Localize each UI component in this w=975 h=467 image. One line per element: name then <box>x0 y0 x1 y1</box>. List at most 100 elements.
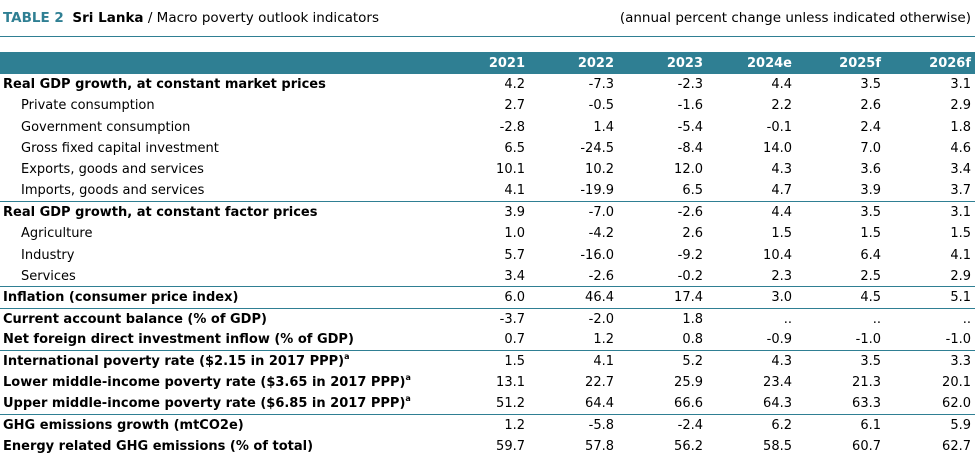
value-cell: 3.9 <box>404 201 529 224</box>
header-year: 2021 <box>488 55 525 71</box>
value-cell: -1.0 <box>945 332 971 348</box>
value-cell: -2.3 <box>677 77 703 93</box>
value-cell: 51.2 <box>496 396 525 412</box>
value-cell: 3.5 <box>860 77 881 93</box>
value-cell: -2.4 <box>618 414 707 437</box>
value-cell: .. <box>707 307 796 330</box>
table-row: Imports, goods and services 4.1 -19.9 6.… <box>0 180 975 201</box>
value-cell: 6.2 <box>707 414 796 437</box>
value-cell: -3.7 <box>404 307 529 330</box>
table-number: TABLE 2 <box>3 10 64 26</box>
value-cell: 3.4 <box>950 162 971 178</box>
header-year: 2025f <box>839 55 881 71</box>
row-label: Industry <box>21 247 75 263</box>
value-cell: 2.9 <box>950 268 971 284</box>
row-label: Services <box>21 268 76 284</box>
row-label: Inflation (consumer price index) <box>0 286 404 309</box>
value-cell: 2.3 <box>771 268 792 284</box>
table-caption: TABLE 2 Sri Lanka / Macro poverty outloo… <box>0 0 975 36</box>
value-cell: 3.5 <box>796 350 885 373</box>
table-row: Gross fixed capital investment 6.5 -24.5… <box>0 138 975 159</box>
value-cell: 2.7 <box>504 98 525 114</box>
value-cell: 2.2 <box>771 98 792 114</box>
header-label-cell <box>0 52 404 74</box>
value-cell: 1.5 <box>404 350 529 373</box>
value-cell: 4.1 <box>504 183 525 199</box>
value-cell: 6.5 <box>682 183 703 199</box>
table-row: Agriculture 1.0 -4.2 2.6 1.5 1.5 1.5 <box>0 223 975 244</box>
header-row: 2021 2022 2023 2024e 2025f 2026f <box>0 52 975 74</box>
table-row: Government consumption -2.8 1.4 -5.4 -0.… <box>0 117 975 138</box>
value-cell: 4.4 <box>707 201 796 224</box>
value-cell: 4.3 <box>771 162 792 178</box>
table-row: Current account balance (% of GDP) -3.7 … <box>0 307 975 330</box>
value-cell: 1.2 <box>404 414 529 437</box>
row-label: Current account balance (% of GDP) <box>0 307 404 330</box>
row-label: Exports, goods and services <box>21 162 204 178</box>
value-cell: 2.6 <box>860 98 881 114</box>
value-cell: -1.6 <box>677 98 703 114</box>
value-cell: 4.2 <box>504 77 525 93</box>
value-cell: 4.1 <box>950 247 971 263</box>
value-cell: 3.1 <box>885 201 975 224</box>
value-cell: 2.9 <box>950 98 971 114</box>
value-cell: -19.9 <box>580 183 614 199</box>
row-label: Private consumption <box>21 98 155 114</box>
table-row: International poverty rate ($2.15 in 201… <box>0 350 975 373</box>
value-cell: 1.5 <box>950 226 971 242</box>
value-cell: 4.6 <box>950 141 971 157</box>
value-cell: 63.3 <box>852 396 881 412</box>
value-cell: 5.1 <box>885 286 975 309</box>
value-cell: 0.7 <box>504 332 525 348</box>
row-label: Real GDP growth, at constant factor pric… <box>0 201 404 224</box>
value-cell: 1.4 <box>593 119 614 135</box>
row-label: Agriculture <box>21 226 93 242</box>
row-label: International poverty rate ($2.15 in 201… <box>0 350 404 373</box>
table-row: Net foreign direct investment inflow (% … <box>0 330 975 351</box>
value-cell: .. <box>885 307 975 330</box>
indicators-table: 2021 2022 2023 2024e 2025f 2026f Real GD… <box>0 52 975 457</box>
table-row: Real GDP growth, at constant market pric… <box>0 74 975 95</box>
value-cell: 62.7 <box>942 439 971 455</box>
row-label: Government consumption <box>21 119 191 135</box>
table-row: Inflation (consumer price index) 6.0 46.… <box>0 286 975 309</box>
table-subtitle: / Macro poverty outlook indicators <box>143 10 380 26</box>
value-cell: 3.3 <box>885 350 975 373</box>
value-cell: -9.2 <box>677 247 703 263</box>
value-cell: -2.0 <box>529 307 618 330</box>
value-cell: 60.7 <box>852 439 881 455</box>
value-cell: 5.9 <box>885 414 975 437</box>
value-cell: 56.2 <box>674 439 703 455</box>
value-cell: 2.6 <box>682 226 703 242</box>
table-row: Upper middle-income poverty rate ($6.85 … <box>0 393 975 414</box>
value-cell: 1.5 <box>860 226 881 242</box>
value-cell: 3.0 <box>707 286 796 309</box>
value-cell: 14.0 <box>763 141 792 157</box>
value-cell: 4.1 <box>529 350 618 373</box>
value-cell: -5.8 <box>529 414 618 437</box>
header-year: 2022 <box>577 55 614 71</box>
value-cell: 13.1 <box>496 375 525 391</box>
value-cell: 2.5 <box>860 268 881 284</box>
value-cell: 59.7 <box>496 439 525 455</box>
value-cell: 4.3 <box>707 350 796 373</box>
value-cell: 3.9 <box>860 183 881 199</box>
value-cell: 3.7 <box>950 183 971 199</box>
value-cell: 64.4 <box>585 396 614 412</box>
value-cell: 46.4 <box>529 286 618 309</box>
row-label: Imports, goods and services <box>21 183 205 199</box>
caption-divider <box>0 36 975 37</box>
table-note: (annual percent change unless indicated … <box>619 10 971 26</box>
value-cell: -7.3 <box>588 77 614 93</box>
value-cell: 64.3 <box>763 396 792 412</box>
value-cell: 21.3 <box>852 375 881 391</box>
value-cell: 23.4 <box>763 375 792 391</box>
header-year: 2026f <box>929 55 971 71</box>
value-cell: -2.6 <box>588 268 614 284</box>
value-cell: .. <box>796 307 885 330</box>
value-cell: 4.5 <box>796 286 885 309</box>
value-cell: 1.8 <box>618 307 707 330</box>
value-cell: 6.1 <box>796 414 885 437</box>
value-cell: 1.0 <box>504 226 525 242</box>
